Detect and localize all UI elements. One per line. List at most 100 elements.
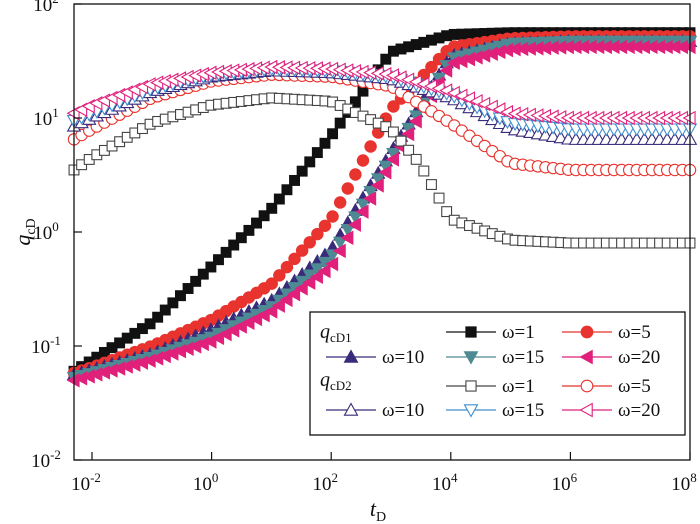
y-tick-exp: 0 [52, 219, 59, 234]
x-tick-base: 10 [312, 474, 331, 495]
data-point [355, 204, 369, 219]
data-point [333, 196, 347, 209]
x-tick-base: 10 [71, 474, 90, 495]
legend-marker [343, 402, 359, 416]
data-point [370, 173, 386, 187]
data-point [348, 211, 363, 225]
data-point [317, 263, 331, 279]
x-axis-title-main: t [370, 496, 377, 521]
data-point [304, 156, 316, 168]
data-point [295, 244, 309, 257]
y-tick-label: 10-1 [31, 333, 61, 358]
data-point [287, 286, 301, 302]
data-point [296, 165, 308, 177]
data-point [258, 210, 270, 222]
legend-entry-label: ω=20 [618, 347, 660, 368]
data-point [341, 182, 354, 195]
data-point [265, 277, 278, 290]
x-tick-exp: 2 [331, 470, 338, 485]
data-point [309, 269, 323, 285]
data-point [340, 230, 354, 246]
data-point [311, 227, 324, 241]
series-qcd2-9 [66, 59, 696, 126]
data-point [355, 198, 371, 212]
data-point [325, 256, 339, 272]
series-qcd2-5 [68, 92, 696, 249]
data-point [395, 135, 407, 147]
x-axis-title-sub: D [376, 510, 386, 524]
data-point [220, 246, 232, 258]
data-point [326, 210, 339, 223]
data-point [280, 260, 294, 274]
x-tick-label: 108 [671, 470, 697, 495]
data-point [408, 114, 422, 129]
data-point [363, 185, 378, 200]
y-tick-base: 10 [33, 109, 52, 130]
legend-entry-label: ω=10 [382, 400, 424, 421]
data-point [144, 318, 156, 330]
legend-group-label-sub: cD2 [330, 378, 352, 393]
x-tick-base: 10 [671, 474, 690, 495]
data-point [433, 192, 445, 204]
legend-marker [579, 402, 593, 418]
legend-group-label-main: q [320, 321, 330, 343]
legend-entry-label: ω=5 [618, 322, 651, 343]
data-point [271, 298, 285, 313]
data-point [264, 304, 278, 319]
data-point [167, 297, 179, 309]
data-point [364, 140, 377, 153]
y-axis-title-sub: cD [24, 218, 39, 234]
legend-group-label-sub: cD1 [330, 330, 352, 345]
data-point [385, 152, 399, 167]
y-tick-exp: -2 [50, 447, 61, 462]
x-tick-base: 10 [432, 474, 451, 495]
legend-marker [580, 379, 594, 393]
legend-marker [579, 349, 593, 365]
data-point [378, 165, 392, 180]
legend-marker [580, 325, 594, 339]
x-tick-exp: 0 [212, 470, 219, 485]
legend-marker [465, 326, 477, 338]
data-point [332, 243, 346, 259]
x-tick-label: 106 [552, 470, 578, 495]
data-point [425, 60, 438, 74]
data-point [347, 217, 361, 232]
legend-entry-label: ω=1 [502, 322, 535, 343]
data-point [251, 217, 262, 229]
y-tick-base: 10 [31, 451, 50, 472]
data-point [152, 311, 164, 323]
x-tick-base: 10 [552, 474, 571, 495]
data-point [205, 261, 217, 273]
data-point [439, 63, 453, 78]
legend-entry-label: ω=15 [502, 347, 544, 368]
data-point [302, 275, 316, 290]
data-point [401, 126, 415, 142]
y-tick-label: 102 [33, 0, 59, 16]
y-tick-exp: -1 [50, 333, 61, 348]
data-point [273, 269, 286, 282]
data-point [363, 191, 377, 206]
data-point [182, 283, 194, 294]
x-tick-label: 100 [193, 470, 219, 495]
data-point [175, 290, 186, 302]
data-point [294, 281, 308, 296]
legend-entry-label: ω=1 [502, 376, 535, 397]
data-point [410, 153, 422, 165]
y-tick-exp: 1 [52, 105, 59, 120]
legend-entry-label: ω=20 [618, 400, 660, 421]
legend-box [309, 311, 686, 436]
y-axis-title: qcD [10, 218, 39, 245]
legend-group-label-main: q [320, 369, 330, 391]
y-tick-base: 10 [31, 337, 50, 358]
series-qcd1-3 [66, 35, 698, 385]
data-point [228, 239, 240, 251]
data-point [281, 184, 293, 196]
data-point [319, 137, 331, 149]
x-tick-exp: 6 [571, 470, 578, 485]
data-point [235, 232, 247, 244]
data-point [332, 236, 348, 250]
legend-entry-label: ω=15 [502, 400, 544, 421]
legend-group-label: qcD2 [320, 369, 352, 393]
data-point [318, 219, 332, 233]
